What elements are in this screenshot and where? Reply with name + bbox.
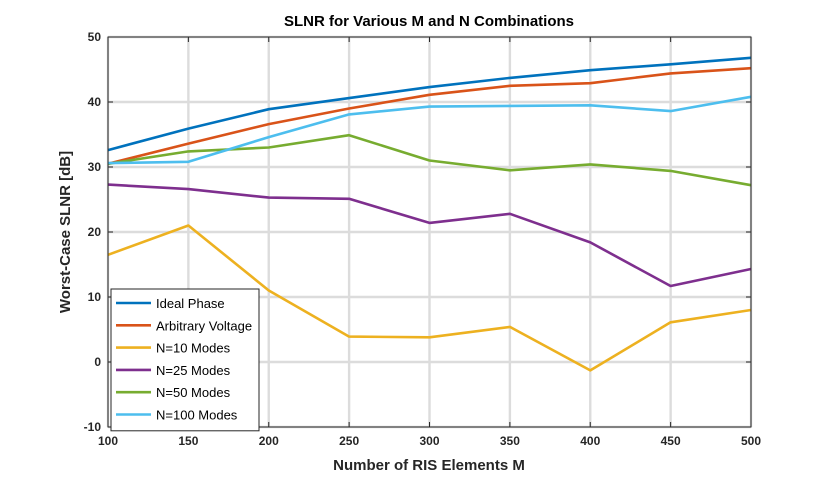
series-line-ideal-phase <box>107 56 752 152</box>
y-tick-label: 20 <box>88 225 102 239</box>
x-axis-title: Number of RIS Elements M <box>333 457 525 474</box>
legend-label-n-10-modes: N=10 Modes <box>156 341 231 356</box>
x-tick-label: 300 <box>419 434 439 448</box>
series-line-n-25-modes <box>107 183 752 288</box>
y-tick-label: 30 <box>88 160 102 174</box>
legend-label-n-50-modes: N=50 Modes <box>156 385 231 400</box>
legend-label-n-25-modes: N=25 Modes <box>156 363 231 378</box>
series-line-n-10-modes <box>107 224 752 372</box>
series-line-n-50-modes <box>107 133 752 187</box>
legend-label-arbitrary-voltage: Arbitrary Voltage <box>156 318 252 333</box>
x-tick-label: 500 <box>741 434 761 448</box>
x-tick-label: 150 <box>178 434 198 448</box>
legend-label-n-100-modes: N=100 Modes <box>156 408 238 423</box>
y-tick-label: 10 <box>88 290 102 304</box>
series-line-n-100-modes <box>107 95 752 165</box>
y-axis-title: Worst-Case SLNR [dB] <box>57 151 74 313</box>
y-tick-label: 50 <box>88 30 102 44</box>
x-tick-label: 450 <box>661 434 681 448</box>
x-tick-label: 100 <box>98 434 118 448</box>
axis-ticks: 100 150 200 250 300 350 400 450 500 -10 0 10 20 30 40 5… <box>84 30 762 448</box>
legend: Ideal Phase Arbitrary Voltage N=10 Modes N=… <box>110 288 260 432</box>
x-tick-label: 250 <box>339 434 359 448</box>
y-tick-label: -10 <box>84 420 102 434</box>
y-tick-label: 40 <box>88 95 102 109</box>
chart-title: SLNR for Various M and N Combinations <box>284 13 574 30</box>
series-line-arbitrary-voltage <box>107 66 752 166</box>
x-tick-label: 400 <box>580 434 600 448</box>
legend-label-ideal-phase: Ideal Phase <box>156 296 225 311</box>
y-tick-label: 0 <box>94 355 101 369</box>
x-tick-label: 350 <box>500 434 520 448</box>
x-tick-label: 200 <box>259 434 279 448</box>
legend-box <box>110 288 260 432</box>
series-lines <box>107 56 752 372</box>
